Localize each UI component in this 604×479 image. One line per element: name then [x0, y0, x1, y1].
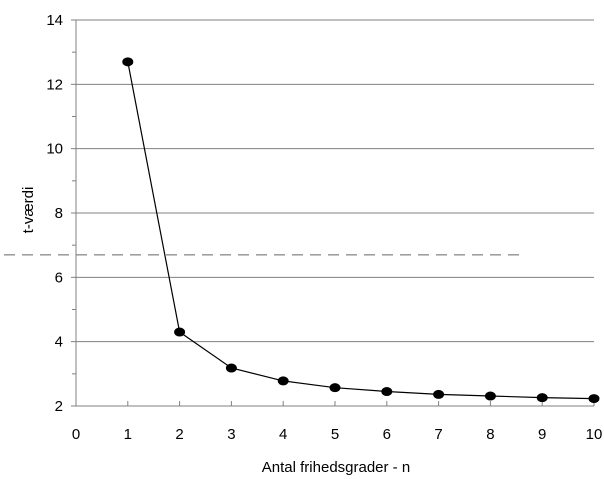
- series-line: [127, 61, 595, 400]
- x-tick-label: 8: [486, 426, 494, 443]
- x-tick-label: 2: [175, 426, 183, 443]
- x-tick-label: 9: [538, 426, 546, 443]
- y-tick-label: 8: [55, 205, 63, 222]
- x-tick-label: 6: [383, 426, 391, 443]
- x-tick-label: 3: [227, 426, 235, 443]
- data-point: [174, 327, 186, 337]
- data-point: [381, 387, 393, 397]
- x-tick-label: 5: [331, 426, 339, 443]
- y-tick-label: 4: [55, 334, 63, 351]
- x-tick-label: 0: [72, 426, 80, 443]
- x-tick-label: 7: [434, 426, 442, 443]
- y-tick-label: 6: [55, 269, 63, 286]
- y-tick-label: 2: [55, 398, 63, 415]
- data-point: [588, 394, 600, 404]
- y-tick-label: 12: [46, 76, 63, 93]
- data-point: [484, 391, 496, 401]
- y-tick-label: 14: [46, 12, 63, 29]
- y-axis-title: t-værdi: [20, 187, 37, 234]
- data-point: [225, 363, 237, 373]
- x-tick-label: 4: [279, 426, 287, 443]
- data-point: [536, 393, 548, 403]
- data-point: [329, 383, 341, 393]
- data-point: [277, 376, 289, 386]
- gridlines: [76, 19, 594, 343]
- series-group: [122, 57, 600, 404]
- axes: [71, 19, 595, 407]
- x-tick-label: 1: [124, 426, 132, 443]
- data-point: [122, 57, 134, 67]
- x-axis-title: Antal frihedsgrader - n: [262, 459, 410, 476]
- x-tick-label: 10: [586, 426, 603, 443]
- y-tick-label: 10: [46, 141, 63, 158]
- data-point: [433, 389, 445, 399]
